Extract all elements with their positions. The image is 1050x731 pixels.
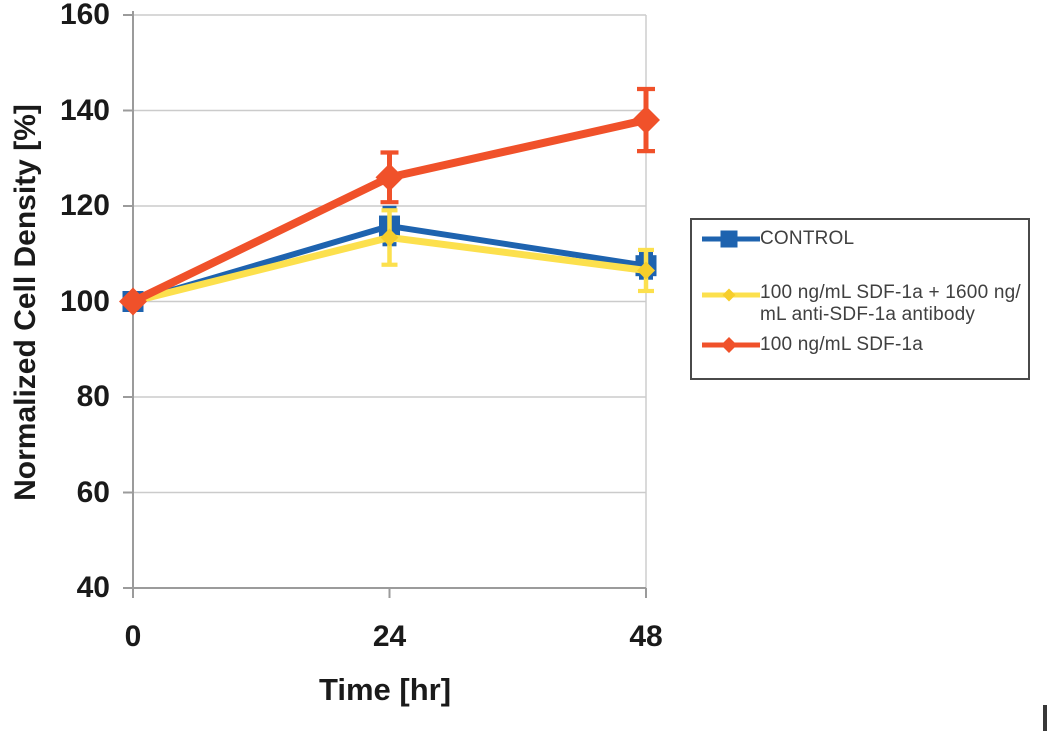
data-point-marker — [380, 228, 399, 247]
y-tick-label: 80 — [76, 380, 110, 413]
y-tick-label: 100 — [59, 284, 110, 318]
legend-item-sdf1a: 100 ng/mL SDF-1a — [692, 332, 1028, 358]
legend-marker-sdf1a — [702, 337, 760, 353]
data-point-marker — [632, 106, 660, 135]
legend-label-antibody-line1: 100 ng/mL SDF-1a + 1600 ng/ — [760, 282, 1021, 303]
legend-marker-antibody — [702, 288, 760, 302]
data-point-marker — [637, 261, 655, 280]
legend-marker-control — [702, 230, 760, 248]
legend-label-control: CONTROL — [760, 228, 855, 249]
y-tick-label: 140 — [59, 93, 110, 127]
legend: CONTROL 100 ng/mL SDF-1a + 1600 ng/ mL a… — [690, 218, 1030, 380]
legend-marker-shape — [721, 337, 737, 353]
y-tick-label: 120 — [59, 189, 110, 222]
legend-item-control: CONTROL — [692, 226, 1028, 252]
legend-marker-shape — [720, 230, 738, 248]
y-tick-label: 60 — [76, 475, 110, 509]
legend-item-antibody: 100 ng/mL SDF-1a + 1600 ng/ mL anti-SDF-… — [692, 282, 1028, 328]
legend-label-antibody: 100 ng/mL SDF-1a + 1600 ng/ mL anti-SDF-… — [760, 282, 1021, 326]
data-point-marker — [375, 163, 404, 192]
x-tick-label: 0 — [124, 620, 142, 653]
x-tick-label: 48 — [629, 620, 663, 653]
x-tick-label: 24 — [372, 620, 407, 653]
legend-marker-shape — [722, 288, 736, 302]
data-point-marker — [119, 287, 147, 316]
x-axis-title: Time [hr] — [318, 672, 452, 707]
legend-label-antibody-line2: mL anti-SDF-1a antibody — [760, 304, 976, 325]
y-tick-label: 160 — [59, 0, 110, 31]
legend-label-sdf1a: 100 ng/mL SDF-1a — [760, 334, 924, 355]
y-tick-label: 40 — [76, 571, 110, 604]
corner-artifact — [1043, 705, 1047, 731]
